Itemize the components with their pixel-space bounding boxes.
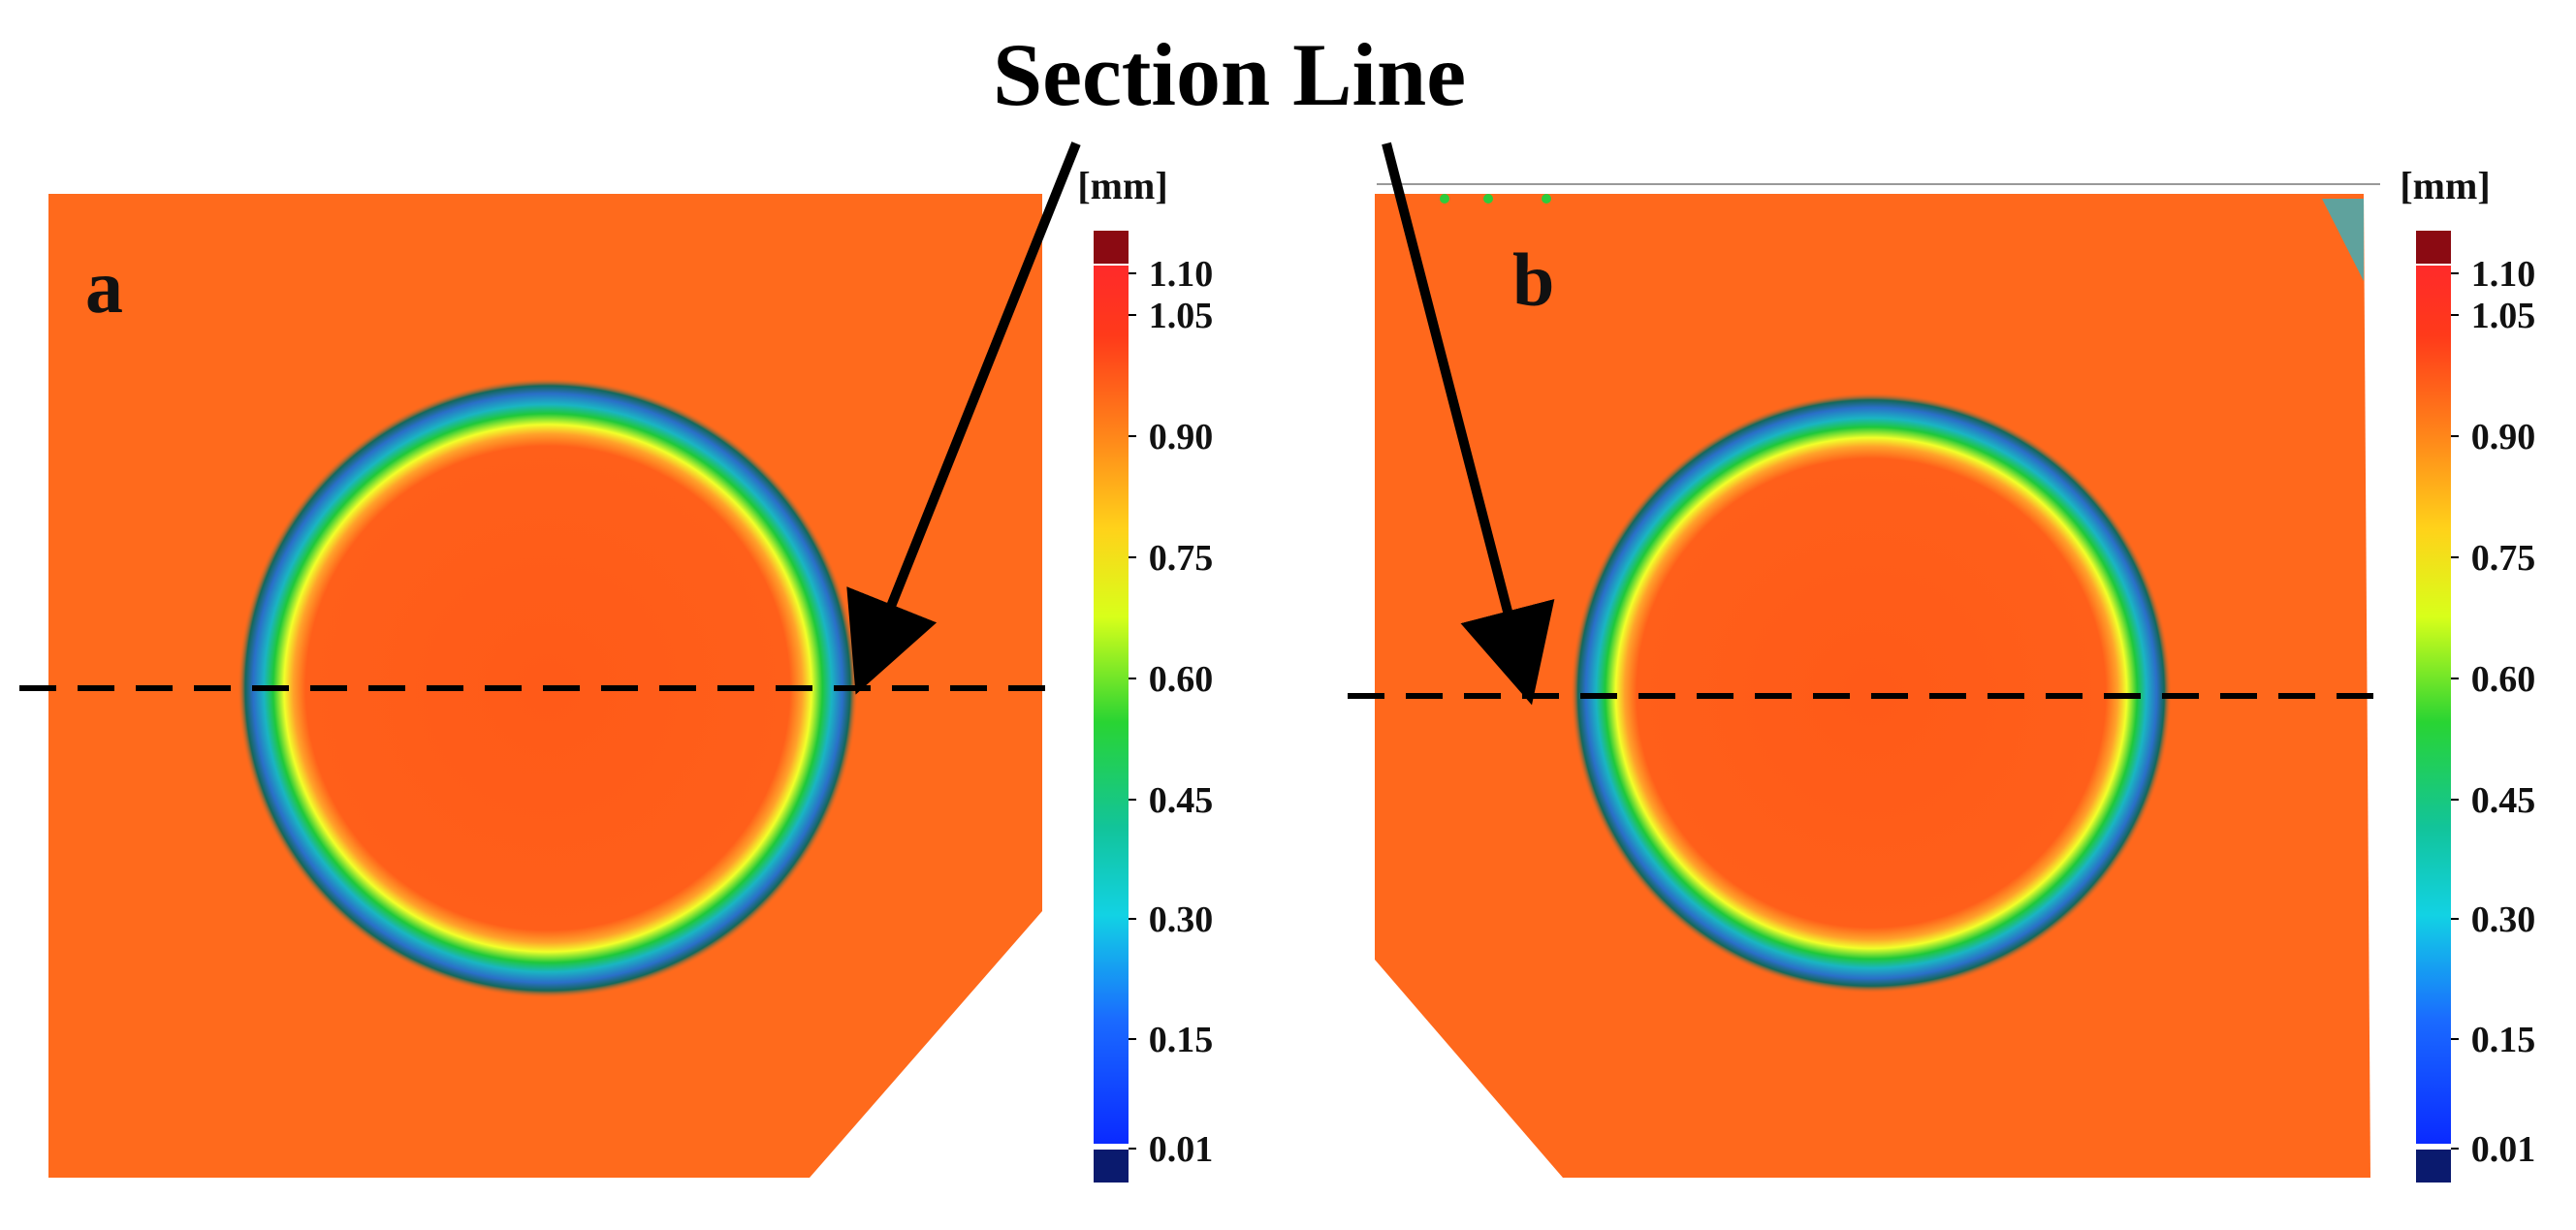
colorbar-a-ticks: 1.101.05 0.90 0.75 0.60 0.45 0.30 0.15 0.01 [1129, 254, 1213, 1170]
colorbar-a-bottom-swatch [1094, 1150, 1129, 1183]
colorbar-tick-label: 1.10 [2471, 254, 2536, 295]
colorbar-tick-label: 0.60 [2471, 659, 2536, 700]
colorbar-tick-label: 0.75 [2471, 538, 2536, 579]
colorbar-tick-label: 0.15 [1149, 1020, 1214, 1060]
panel-b: b [1348, 183, 2395, 1178]
colorbar-b-unit: [mm] [2400, 164, 2490, 207]
colorbar-tick-label: 0.90 [2471, 417, 2536, 457]
colorbar-b-ticks: 1.101.05 0.90 0.75 0.60 0.45 0.30 0.15 0.01 [2451, 254, 2535, 1170]
section-line-label: Section Line [993, 25, 1466, 124]
colorbar-b-top-swatch [2416, 231, 2451, 264]
colorbar-tick-label: 0.15 [2471, 1020, 2536, 1060]
colorbar-tick-label: 0.75 [1149, 538, 1214, 579]
colorbar-tick-label: 0.01 [2471, 1129, 2536, 1170]
colorbar-a-unit: [mm] [1077, 164, 1167, 207]
panel-a: a [19, 194, 1066, 1178]
colorbar-a-top-swatch [1094, 231, 1129, 264]
artifact-dot-3 [1542, 194, 1551, 204]
colorbar-tick-label: 0.30 [2471, 899, 2536, 940]
arrow-to-b [1382, 142, 1555, 706]
arrow-to-a [846, 142, 1081, 695]
section-line-annotation: Section Line [846, 25, 1555, 706]
colorbar-tick-label: 0.30 [1149, 899, 1214, 940]
artifact-dot-2 [1483, 194, 1493, 204]
colorbar-b: [mm] 1.101.05 0.90 0.75 0.60 0.45 0.30 0.15 0.0… [2400, 164, 2535, 1183]
colorbar-tick-label: 1.05 [1149, 296, 1214, 336]
panel-letter-b: b [1512, 237, 1554, 322]
colorbar-b-gradient [2416, 266, 2451, 1144]
colorbar-tick-label: 0.90 [1149, 417, 1214, 457]
colorbar-tick-label: 1.05 [2471, 296, 2536, 336]
colorbar-tick-label: 1.10 [1149, 254, 1214, 295]
artifact-dot-1 [1440, 194, 1449, 204]
colorbar-tick-label: 0.45 [1149, 780, 1214, 821]
colorbar-tick-label: 0.01 [1149, 1129, 1214, 1170]
colorbar-b-bottom-swatch [2416, 1150, 2451, 1183]
colorbar-tick-label: 0.45 [2471, 780, 2536, 821]
colorbar-tick-label: 0.60 [1149, 659, 1214, 700]
corner-artifact-b [2322, 199, 2364, 281]
colorbar-a: [mm] 1.101.05 0.90 0.75 0.60 0.45 0.30 0.15 0.0… [1077, 164, 1213, 1183]
panel-letter-a: a [85, 244, 123, 329]
colorbar-a-gradient [1094, 266, 1129, 1144]
